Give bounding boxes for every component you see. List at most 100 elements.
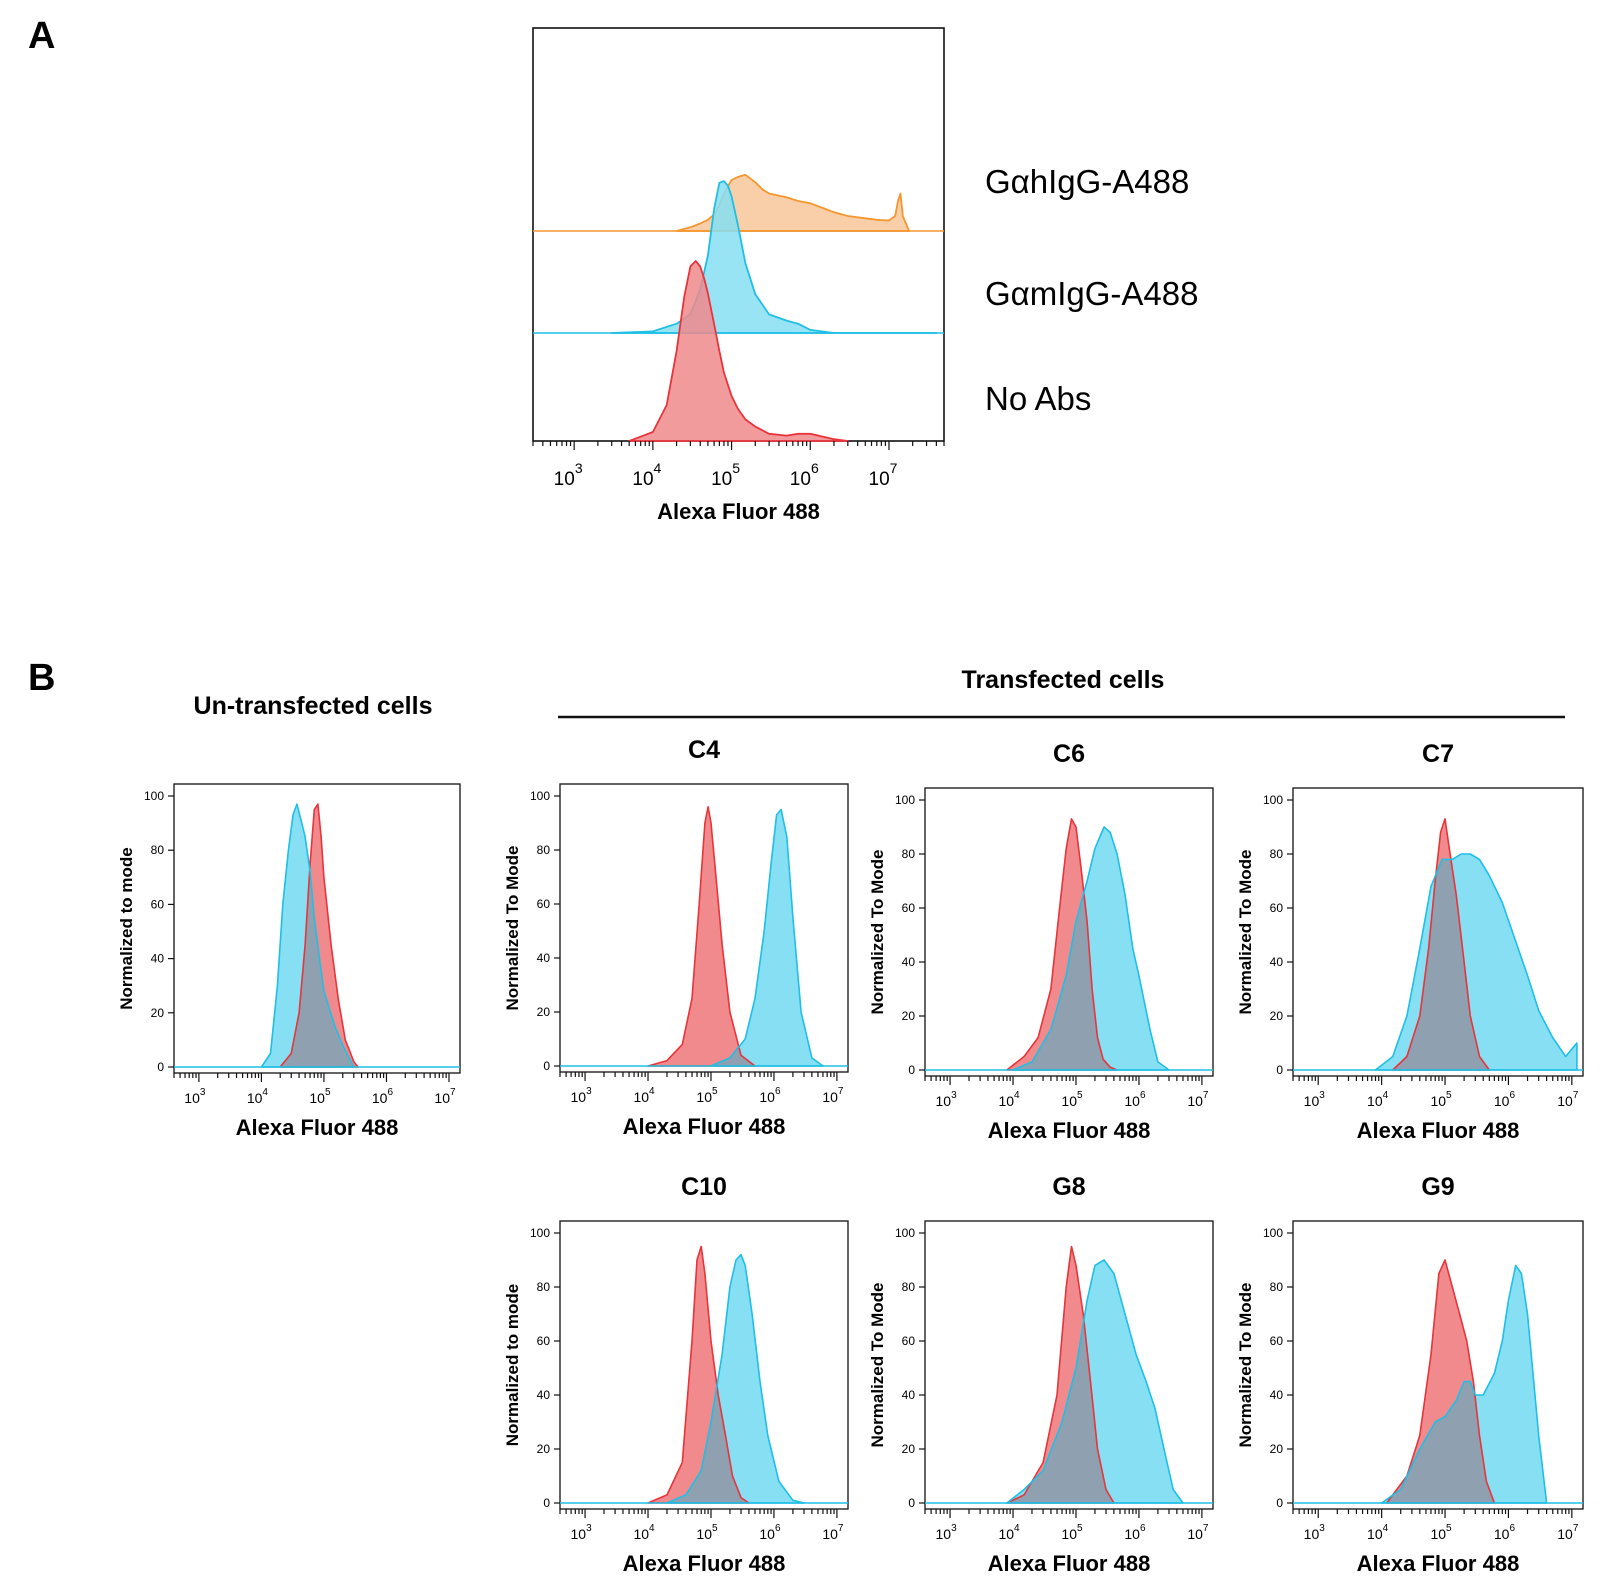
y-tick-label: 100	[1263, 1226, 1283, 1240]
y-tick-label: 40	[537, 951, 551, 965]
series-cyan-line	[1374, 853, 1578, 1071]
x-tick-label: 103	[570, 1086, 592, 1105]
y-tick-label: 40	[537, 1388, 551, 1402]
c7-y-axis-label: Normalized To Mode	[1236, 850, 1255, 1015]
c4-y-axis-label: Normalized To Mode	[503, 846, 522, 1011]
series-cyan-area	[1013, 827, 1169, 1070]
c6-y-axis-label: Normalized To Mode	[868, 850, 887, 1015]
x-tick-label: 105	[711, 460, 740, 490]
chart-g8: 0 20 40 60 80 100 Normalized To Mode G8 103 104 10…	[868, 1173, 1214, 1576]
x-tick-label: 107	[1557, 1090, 1579, 1109]
g8-y-axis-label: Normalized To Mode	[868, 1283, 887, 1448]
c6-title: C6	[1053, 740, 1085, 768]
plot-area	[1293, 818, 1583, 1071]
x-tick-label: 103	[935, 1090, 957, 1109]
x-tick-label: 104	[1367, 1090, 1389, 1109]
g8-x-axis-label: Alexa Fluor 488	[988, 1551, 1151, 1576]
x-tick-label: 103	[184, 1087, 206, 1106]
series-cyan-line	[1006, 1259, 1184, 1504]
x-tick-label: 107	[1187, 1523, 1209, 1542]
chart-g9: 0 20 40 60 80 100 Normalized To Mode G9 103 104 10…	[1236, 1173, 1584, 1576]
y-tick-label: 60	[902, 901, 916, 915]
x-tick-label: 107	[869, 460, 898, 490]
plot-area	[1293, 1259, 1583, 1504]
plot-area	[174, 803, 460, 1068]
series-cyan-line	[260, 803, 355, 1068]
series-cyan-area	[711, 809, 823, 1066]
y-tick-label: 0	[157, 1060, 164, 1074]
y-tick-label: 60	[1270, 1334, 1284, 1348]
chart-a: 103 104 105 106 107 Alexa Fluor 488	[532, 27, 945, 524]
x-tick-label: 106	[1124, 1090, 1146, 1109]
y-tick-label: 80	[1270, 1280, 1284, 1294]
y-tick-label: 0	[543, 1496, 550, 1510]
x-tick-label: 106	[759, 1086, 781, 1105]
c10-x-axis-label: Alexa Fluor 488	[623, 1551, 786, 1576]
c6-x-axis-label: Alexa Fluor 488	[988, 1118, 1151, 1143]
x-tick-label: 107	[822, 1523, 844, 1542]
y-tick-label: 100	[144, 789, 164, 803]
x-tick-label: 106	[759, 1523, 781, 1542]
x-tick-label: 107	[434, 1087, 456, 1106]
x-tick-label: 106	[790, 460, 819, 490]
series-cyan-area	[1006, 1260, 1183, 1503]
c4-title: C4	[688, 736, 720, 764]
series-red-line	[1392, 818, 1491, 1071]
x-tick-label: 104	[1367, 1523, 1389, 1542]
x-tick-label: 105	[1430, 1090, 1452, 1109]
g8-title: G8	[1052, 1173, 1085, 1201]
y-tick-label: 0	[543, 1059, 550, 1073]
un-transfected-x-axis-label: Alexa Fluor 488	[236, 1115, 399, 1140]
y-tick-label: 80	[902, 847, 916, 861]
x-tick-label: 105	[1061, 1523, 1083, 1542]
a-x-axis-label: Alexa Fluor 488	[657, 499, 820, 524]
x-tick-label: 104	[998, 1523, 1020, 1542]
y-tick-label: 40	[151, 952, 165, 966]
y-tick-label: 0	[1276, 1063, 1283, 1077]
plot-area	[925, 1245, 1213, 1504]
y-tick-label: 100	[1263, 793, 1283, 807]
y-tick-label: 60	[537, 897, 551, 911]
chart-c4: 0 20 40 60 80 100 Normalized To Mode C4 103 104 10…	[503, 736, 849, 1139]
x-tick-label: 103	[554, 460, 583, 490]
c10-title: C10	[681, 1173, 727, 1201]
y-tick-label: 40	[1270, 1388, 1284, 1402]
overlap-area	[1392, 854, 1490, 1070]
c7-title: C7	[1422, 740, 1454, 768]
g9-title: G9	[1421, 1173, 1454, 1201]
y-tick-label: 20	[902, 1442, 916, 1456]
x-tick-label: 107	[1557, 1523, 1579, 1542]
y-tick-label: 100	[895, 793, 915, 807]
series-cyan-line	[1380, 1264, 1548, 1504]
series-red-line	[647, 1245, 750, 1504]
c10-y-axis-label: Normalized to mode	[503, 1284, 522, 1446]
y-tick-label: 60	[1270, 901, 1284, 915]
x-tick-label: 105	[696, 1086, 718, 1105]
series-label-gamigg: GαmIgG-A488	[985, 275, 1199, 312]
untransfected-title: Un-transfected cells	[194, 692, 433, 720]
y-tick-label: 80	[537, 1280, 551, 1294]
y-tick-label: 40	[1270, 955, 1284, 969]
y-tick-label: 80	[151, 843, 165, 857]
series-label-no-abs: No Abs	[985, 380, 1091, 417]
chart-un-transfected: 0 20 40 60 80 100 Normalized to mode 103 104 105 1…	[117, 783, 461, 1140]
x-tick-label: 105	[1430, 1523, 1452, 1542]
x-tick-label: 104	[633, 1086, 655, 1105]
plot-area	[560, 1245, 848, 1504]
x-tick-label: 103	[935, 1523, 957, 1542]
x-tick-label: 104	[633, 1523, 655, 1542]
y-tick-label: 0	[908, 1496, 915, 1510]
panel-b-letter: B	[28, 657, 55, 699]
y-tick-label: 100	[895, 1226, 915, 1240]
g9-y-axis-label: Normalized To Mode	[1236, 1283, 1255, 1448]
x-tick-label: 106	[372, 1087, 394, 1106]
plot-area	[560, 806, 848, 1067]
chart-c6: 0 20 40 60 80 100 Normalized To Mode C6 103 104 10…	[868, 740, 1214, 1143]
c4-x-axis-label: Alexa Fluor 488	[623, 1114, 786, 1139]
series-red-line	[1006, 818, 1118, 1071]
y-tick-label: 20	[1270, 1442, 1284, 1456]
y-tick-label: 100	[530, 1226, 550, 1240]
x-tick-label: 104	[247, 1087, 269, 1106]
y-tick-label: 60	[902, 1334, 916, 1348]
x-tick-label: 105	[696, 1523, 718, 1542]
